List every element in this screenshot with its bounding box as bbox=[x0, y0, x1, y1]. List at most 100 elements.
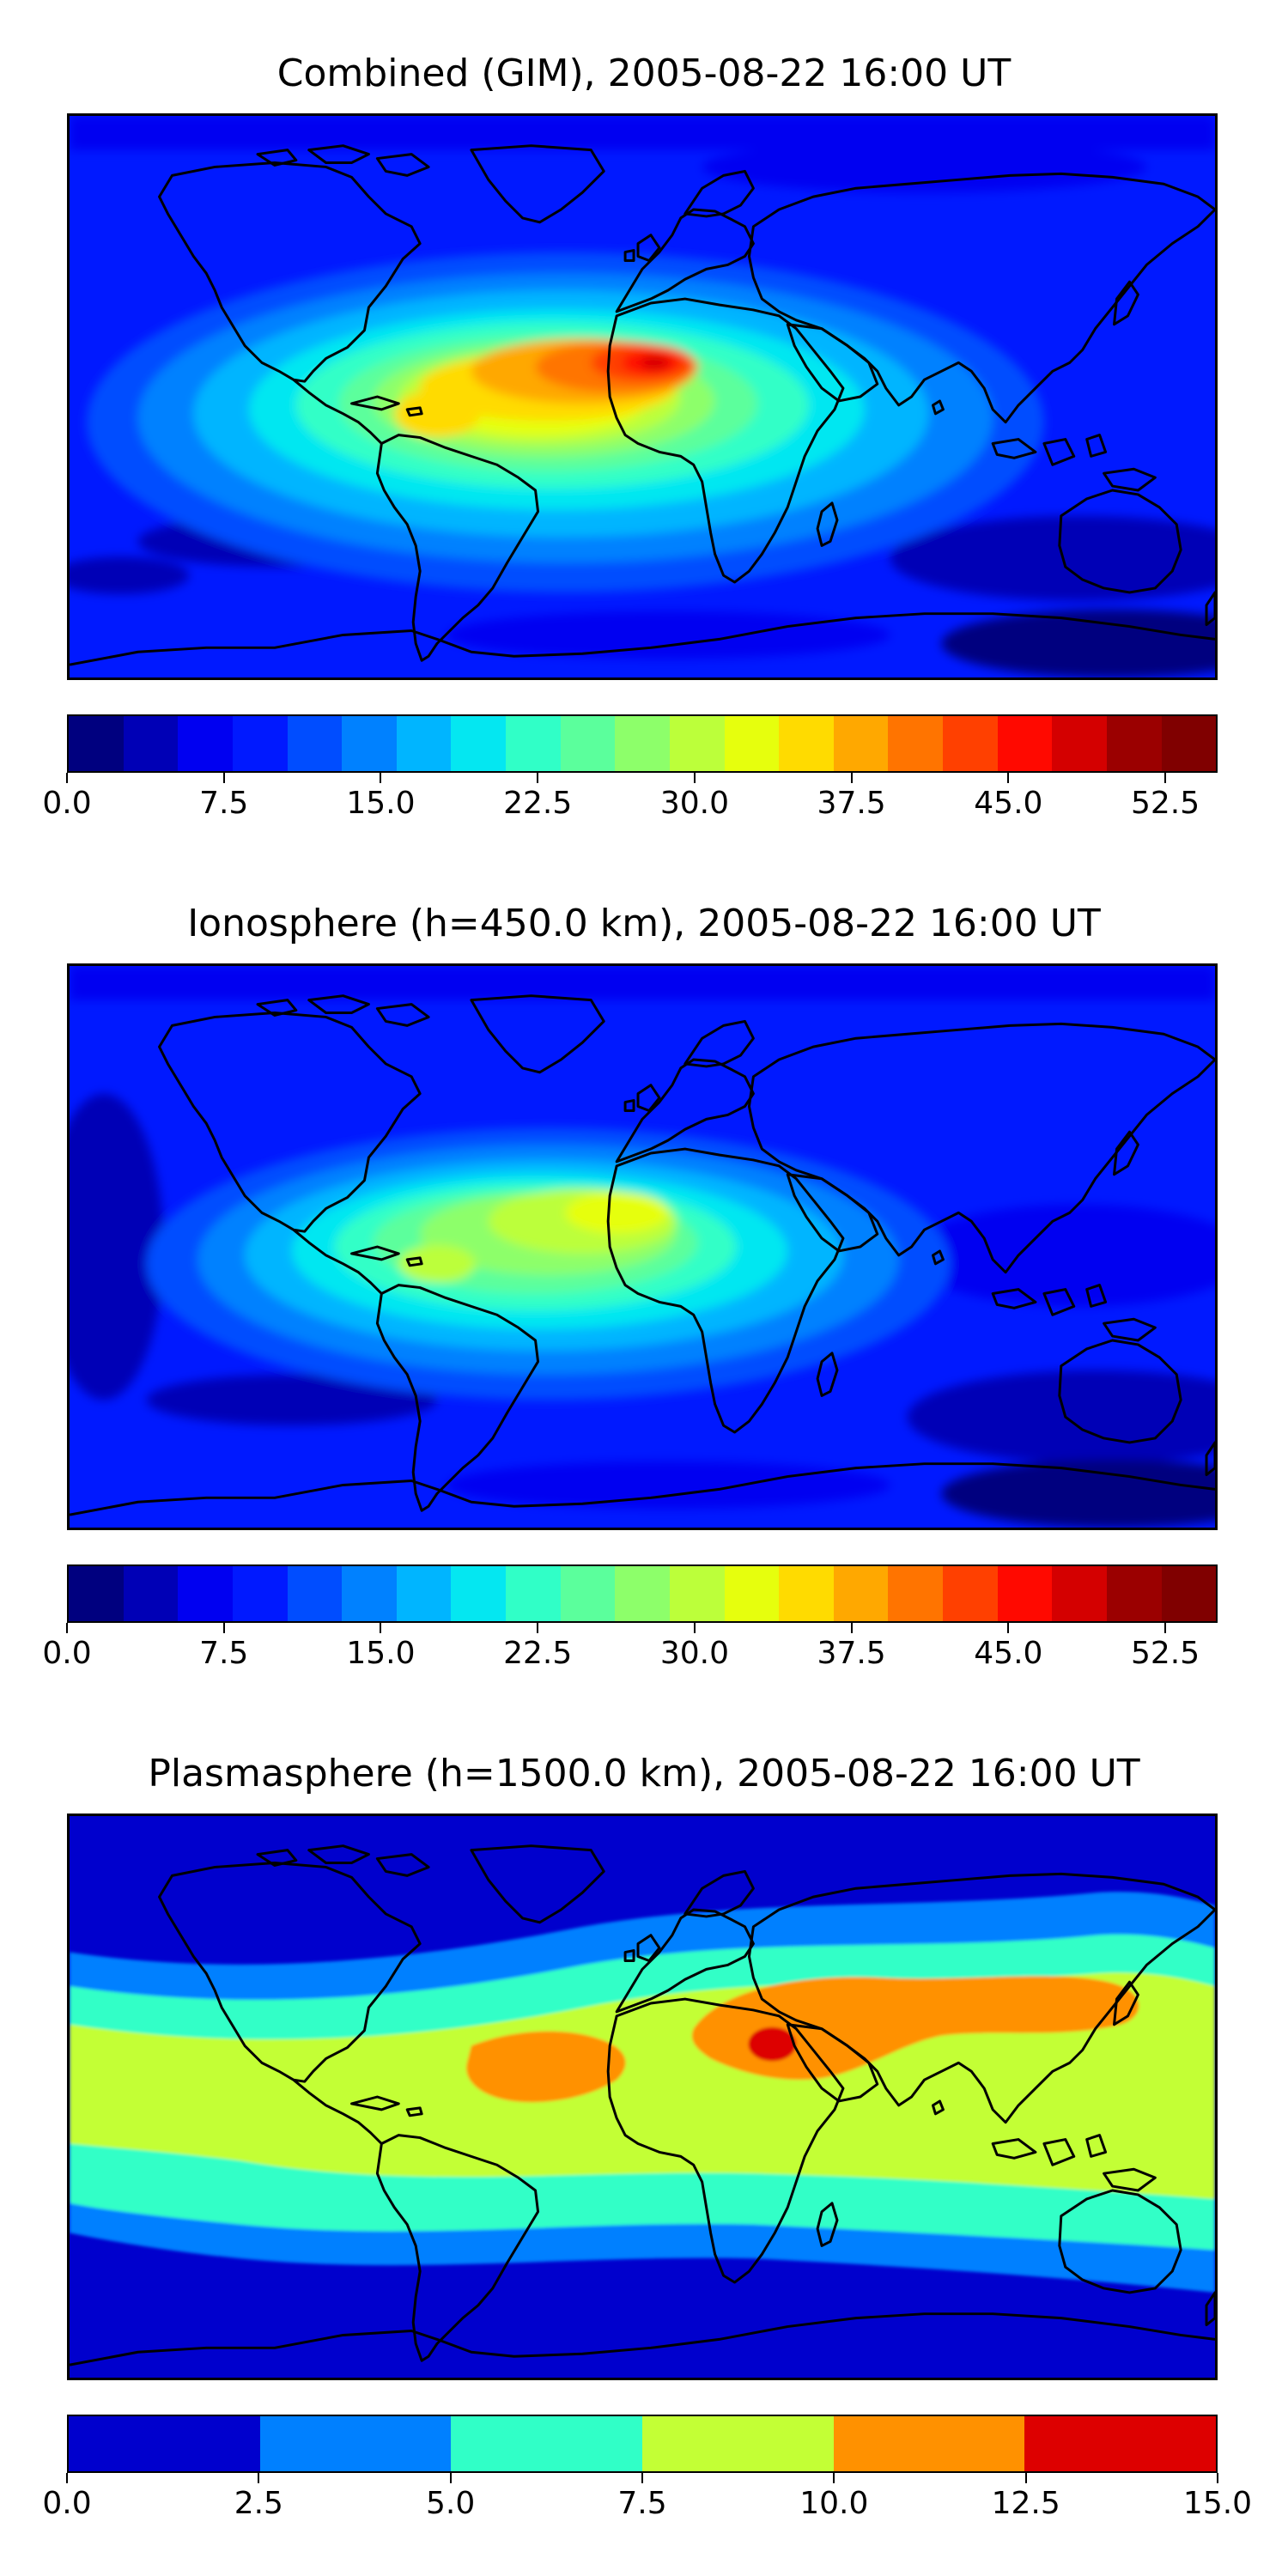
colorbar-plasmasphere-tick-mark bbox=[1024, 2473, 1027, 2483]
colorbar-ionosphere-bin-11 bbox=[669, 1566, 725, 1621]
colorbar-plasmasphere-bin-4 bbox=[833, 2416, 1025, 2471]
colorbar-plasmasphere-tick-mark bbox=[449, 2473, 452, 2483]
colorbar-ionosphere-tick-label: 22.5 bbox=[503, 1636, 573, 1671]
colorbar-plasmasphere-bin-2 bbox=[451, 2416, 643, 2471]
colorbar-plasmasphere-tick-label: 0.0 bbox=[42, 2486, 92, 2521]
panel-2-title: Ionosphere (h=450.0 km), 2005-08-22 16:0… bbox=[187, 902, 1101, 945]
colorbar-ionosphere-tick-mark bbox=[850, 1623, 853, 1633]
ionosphere-contour-plot bbox=[70, 966, 1215, 1528]
colorbar-ionosphere-bin-9 bbox=[560, 1566, 616, 1621]
colorbar-combined-bin-16 bbox=[943, 716, 998, 771]
colorbar-combined-tick-label: 30.0 bbox=[659, 786, 729, 821]
map-combined bbox=[67, 113, 1218, 680]
colorbar-plasmasphere-bin-0 bbox=[69, 2416, 260, 2471]
panel-3-title: Plasmasphere (h=1500.0 km), 2005-08-22 1… bbox=[148, 1752, 1140, 1795]
colorbar-ionosphere-bin-3 bbox=[232, 1566, 288, 1621]
colorbar-combined-bin-18 bbox=[1052, 716, 1107, 771]
colorbar-combined-bin-5 bbox=[342, 716, 397, 771]
colorbar-ionosphere-tick-label: 52.5 bbox=[1131, 1636, 1200, 1671]
colorbar-plasmasphere-bin-5 bbox=[1024, 2416, 1217, 2471]
colorbar-ionosphere-bin-6 bbox=[396, 1566, 452, 1621]
colorbar-plasmasphere-tick-mark bbox=[258, 2473, 260, 2483]
colorbar-ionosphere-bin-14 bbox=[833, 1566, 889, 1621]
colorbar-combined-tick-label: 45.0 bbox=[974, 786, 1043, 821]
colorbar-combined-bin-9 bbox=[560, 716, 616, 771]
colorbar-combined-bin-14 bbox=[833, 716, 889, 771]
colorbar-ionosphere-tick-label: 37.5 bbox=[817, 1636, 886, 1671]
colorbar-combined-bin-2 bbox=[178, 716, 233, 771]
colorbar-ionosphere-tick-label: 15.0 bbox=[346, 1636, 416, 1671]
colorbar-ionosphere-bin-2 bbox=[178, 1566, 233, 1621]
colorbar-combined-tick-label: 22.5 bbox=[503, 786, 573, 821]
map-plasmasphere bbox=[67, 1814, 1218, 2380]
plasmasphere-contour-plot bbox=[70, 1816, 1215, 2378]
colorbar-combined-tick-mark bbox=[1007, 773, 1010, 783]
colorbar-ionosphere-tick-mark bbox=[1164, 1623, 1167, 1633]
colorbar-ionosphere-bin-17 bbox=[997, 1566, 1053, 1621]
colorbar-combined-bin-15 bbox=[888, 716, 943, 771]
colorbar-combined-bin-3 bbox=[232, 716, 288, 771]
colorbar-plasmasphere-tick-label: 12.5 bbox=[991, 2486, 1060, 2521]
colorbar-combined-ticks: 0.0 7.5 15.0 22.5 30.0 37.5 45.0 52.5 bbox=[42, 773, 1218, 824]
colorbar-ionosphere-tick-label: 0.0 bbox=[42, 1636, 92, 1671]
colorbar-ionosphere-ticks: 0.0 7.5 15.0 22.5 30.0 37.5 45.0 52.5 bbox=[42, 1623, 1218, 1674]
colorbar-ionosphere-bin-20 bbox=[1161, 1566, 1217, 1621]
colorbar-ionosphere-bin-19 bbox=[1106, 1566, 1162, 1621]
colorbar-ionosphere-bin-13 bbox=[779, 1566, 834, 1621]
colorbar-plasmasphere-tick-mark bbox=[1217, 2473, 1218, 2483]
colorbar-plasmasphere-ticks: 0.0 2.5 5.0 7.5 10.0 12.5 15.0 bbox=[42, 2473, 1252, 2524]
colorbar-ionosphere-bin-0 bbox=[69, 1566, 124, 1621]
colorbar-combined-bin-17 bbox=[997, 716, 1053, 771]
colorbar-combined-bin-7 bbox=[451, 716, 506, 771]
colorbar-combined-bin-4 bbox=[287, 716, 343, 771]
colorbar-combined-tick-label: 0.0 bbox=[42, 786, 92, 821]
colorbar-combined-tick-mark bbox=[1164, 773, 1167, 783]
colorbar-plasmasphere-tick-label: 15.0 bbox=[1182, 2486, 1253, 2521]
colorbar-combined-bin-13 bbox=[779, 716, 834, 771]
colorbar-combined-tick-label: 7.5 bbox=[199, 786, 249, 821]
colorbar-plasmasphere bbox=[67, 2415, 1218, 2473]
colorbar-ionosphere-tick-mark bbox=[66, 1623, 68, 1633]
colorbar-combined-bin-1 bbox=[123, 716, 179, 771]
colorbar-ionosphere-tick-mark bbox=[1007, 1623, 1010, 1633]
colorbar-ionosphere-bin-8 bbox=[506, 1566, 561, 1621]
colorbar-ionosphere-tick-mark bbox=[693, 1623, 696, 1633]
panel-1-title: Combined (GIM), 2005-08-22 16:00 UT bbox=[276, 52, 1012, 95]
colorbar-plasmasphere-tick-label: 10.0 bbox=[799, 2486, 869, 2521]
colorbar-combined-tick-mark bbox=[850, 773, 853, 783]
map-ionosphere bbox=[67, 963, 1218, 1530]
colorbar-combined-bin-0 bbox=[69, 716, 124, 771]
colorbar-combined-tick-mark bbox=[222, 773, 225, 783]
colorbar-ionosphere-tick-mark bbox=[380, 1623, 382, 1633]
colorbar-ionosphere-tick-mark bbox=[222, 1623, 225, 1633]
colorbar-combined-bin-10 bbox=[615, 716, 670, 771]
colorbar-plasmasphere-bin-3 bbox=[642, 2416, 834, 2471]
colorbar-plasmasphere-tick-label: 7.5 bbox=[617, 2486, 667, 2521]
colorbar-combined-tick-mark bbox=[693, 773, 696, 783]
colorbar-combined-bin-8 bbox=[506, 716, 561, 771]
combined-contour-plot bbox=[70, 116, 1215, 677]
colorbar-ionosphere-bin-12 bbox=[724, 1566, 780, 1621]
colorbar-combined-tick-mark bbox=[537, 773, 539, 783]
colorbar-combined-tick-label: 52.5 bbox=[1131, 786, 1200, 821]
colorbar-ionosphere bbox=[67, 1564, 1218, 1623]
colorbar-combined-bin-20 bbox=[1161, 716, 1217, 771]
colorbar-plasmasphere-tick-mark bbox=[833, 2473, 835, 2483]
colorbar-combined-tick-mark bbox=[66, 773, 68, 783]
colorbar-ionosphere-bin-5 bbox=[342, 1566, 397, 1621]
colorbar-ionosphere-tick-mark bbox=[537, 1623, 539, 1633]
colorbar-ionosphere-bin-4 bbox=[287, 1566, 343, 1621]
colorbar-plasmasphere-tick-label: 2.5 bbox=[234, 2486, 283, 2521]
colorbar-plasmasphere-tick-mark bbox=[641, 2473, 643, 2483]
colorbar-combined-bin-12 bbox=[724, 716, 780, 771]
colorbar-combined bbox=[67, 714, 1218, 773]
colorbar-ionosphere-bin-18 bbox=[1052, 1566, 1107, 1621]
colorbar-ionosphere-bin-7 bbox=[451, 1566, 506, 1621]
colorbar-ionosphere-bin-10 bbox=[615, 1566, 670, 1621]
colorbar-ionosphere-tick-label: 45.0 bbox=[974, 1636, 1043, 1671]
colorbar-plasmasphere-tick-label: 5.0 bbox=[426, 2486, 476, 2521]
colorbar-combined-bin-6 bbox=[396, 716, 452, 771]
colorbar-combined-bin-11 bbox=[669, 716, 725, 771]
colorbar-ionosphere-bin-1 bbox=[123, 1566, 179, 1621]
colorbar-plasmasphere-bin-1 bbox=[259, 2416, 452, 2471]
